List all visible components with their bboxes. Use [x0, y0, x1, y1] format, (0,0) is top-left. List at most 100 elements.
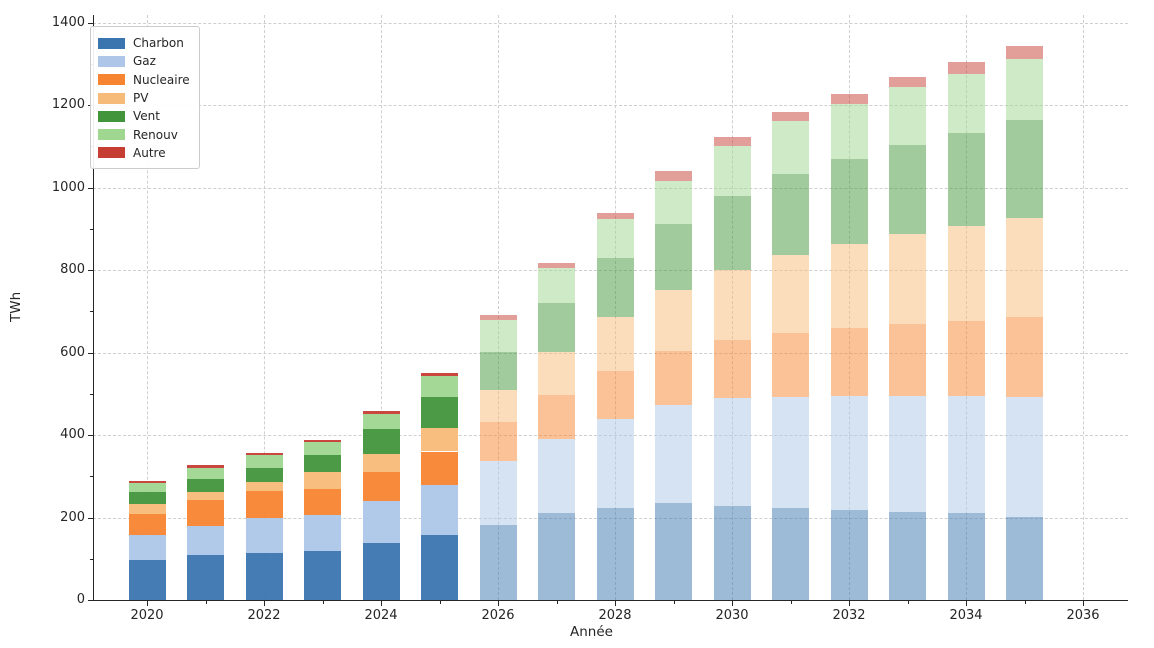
bar-segment-2032-pv [830, 244, 868, 329]
bar-segment-2028-vent [596, 258, 634, 317]
bar-segment-2026-vent [479, 351, 517, 391]
y-tick-0 [88, 600, 93, 602]
bar-segment-2028-nucleaire [596, 371, 634, 419]
y-tick-1000 [88, 187, 93, 189]
x-minortick-2031 [790, 601, 792, 604]
bar-segment-2033-autre [889, 76, 926, 87]
bar-segment-2029-autre [655, 171, 692, 182]
bar-segment-2028-gaz [596, 418, 634, 508]
y-tick-label-0: 0 [76, 592, 85, 607]
bar-segment-2032-vent [830, 159, 868, 244]
bar-segment-2031-gaz [772, 396, 809, 509]
x-minortick-2027 [556, 601, 558, 604]
x-tick-2020 [147, 601, 149, 606]
legend-label-autre: Autre [133, 145, 166, 160]
renouv-legend-swatch [98, 129, 125, 141]
bar-segment-2032-gaz [830, 395, 868, 511]
bar-segment-2035-gaz [1006, 397, 1043, 517]
bar-segment-2022-gaz [245, 518, 283, 553]
bar-segment-2021-pv [187, 491, 224, 501]
x-tick-label-2034: 2034 [949, 608, 983, 623]
legend-label-nucleaire: Nucleaire [133, 72, 190, 87]
bar-segment-2022-pv [245, 482, 283, 491]
x-tick-2030 [732, 601, 734, 606]
bar-segment-2021-charbon [187, 555, 224, 600]
legend: Charbon Gaz Nucleaire PV Vent Renouv Autre [90, 26, 200, 170]
bar-segment-2025-autre [421, 373, 458, 376]
bar-segment-2035-pv [1006, 218, 1043, 317]
bar-segment-2029-pv [655, 289, 692, 351]
bar-segment-2023-charbon [304, 550, 341, 600]
bar-segment-2022-vent [245, 468, 283, 483]
bar-segment-2020-nucleaire [128, 514, 166, 535]
bar-segment-2026-charbon [479, 524, 517, 600]
bar-segment-2034-nucleaire [947, 320, 985, 396]
bar-segment-2021-nucleaire [187, 500, 224, 527]
x-tick-2036 [1083, 601, 1085, 606]
bar-segment-2023-gaz [304, 515, 341, 551]
x-tick-2026 [498, 601, 500, 606]
legend-item-autre: Autre [98, 144, 191, 162]
bar-segment-2027-nucleaire [538, 394, 575, 440]
bar-segment-2024-autre [362, 410, 400, 414]
bar-segment-2026-gaz [479, 461, 517, 525]
bar-segment-2030-vent [713, 195, 751, 270]
bar-segment-2035-nucleaire [1006, 316, 1043, 398]
bar-segment-2027-vent [538, 303, 575, 352]
bar-segment-2022-charbon [245, 552, 283, 600]
bar-segment-2033-vent [889, 145, 926, 235]
bar-segment-2030-autre [713, 137, 751, 147]
bar-segment-2024-gaz [362, 501, 400, 544]
bar-segment-2033-charbon [889, 511, 926, 600]
bar-segment-2023-vent [304, 454, 341, 473]
x-tick-label-2026: 2026 [481, 608, 515, 623]
h-gridline-1200 [93, 105, 1128, 106]
x-axis-spine [93, 600, 1128, 602]
x-minortick-2023 [322, 601, 324, 604]
bar-segment-2027-gaz [538, 439, 575, 514]
bar-segment-2035-vent [1006, 120, 1043, 219]
bar-segment-2024-charbon [362, 543, 400, 600]
bar-segment-2028-pv [596, 316, 634, 372]
bar-segment-2031-pv [772, 254, 809, 334]
bar-segment-2025-renouv [421, 376, 458, 398]
h-gridline-1400 [93, 22, 1128, 24]
bar-segment-2034-charbon [947, 513, 985, 600]
x-tick-2032 [849, 601, 851, 606]
y-tick-label-600: 600 [60, 344, 85, 360]
gaz-legend-swatch [98, 55, 125, 67]
legend-label-renouv: Renouv [133, 127, 178, 142]
x-tick-2028 [615, 601, 617, 606]
bar-segment-2022-renouv [245, 455, 283, 469]
bar-segment-2028-renouv [596, 219, 634, 259]
bar-segment-2031-nucleaire [772, 333, 809, 397]
bar-segment-2020-autre [128, 480, 166, 484]
legend-item-nucleaire: Nucleaire [98, 71, 191, 89]
bar-segment-2033-pv [889, 234, 926, 325]
x-tick-label-2028: 2028 [598, 608, 632, 623]
v-gridline-2020 [147, 15, 148, 600]
bar-segment-2034-vent [947, 132, 985, 226]
x-axis-title: Année [570, 624, 613, 640]
y-tick-1400 [88, 22, 93, 24]
bar-segment-2023-autre [304, 439, 341, 442]
legend-item-renouv: Renouv [98, 125, 191, 143]
bar-segment-2033-gaz [889, 395, 926, 512]
nucleaire-legend-swatch [98, 74, 125, 86]
bar-segment-2025-gaz [421, 484, 458, 535]
legend-item-pv: PV [98, 89, 191, 107]
bar-segment-2030-renouv [713, 146, 751, 196]
bar-segment-2023-renouv [304, 442, 341, 455]
bar-segment-2027-charbon [538, 513, 575, 600]
legend-label-charbon: Charbon [133, 36, 184, 51]
y-minortick-100 [90, 558, 93, 560]
bar-segment-2020-gaz [128, 534, 166, 560]
bar-segment-2032-nucleaire [830, 328, 868, 396]
bar-segment-2032-autre [830, 94, 868, 105]
bar-segment-2028-autre [596, 212, 634, 220]
legend-item-vent: Vent [98, 107, 191, 125]
bar-segment-2027-autre [538, 262, 575, 268]
y-minortick-900 [90, 228, 93, 230]
x-tick-label-2020: 2020 [130, 608, 164, 623]
